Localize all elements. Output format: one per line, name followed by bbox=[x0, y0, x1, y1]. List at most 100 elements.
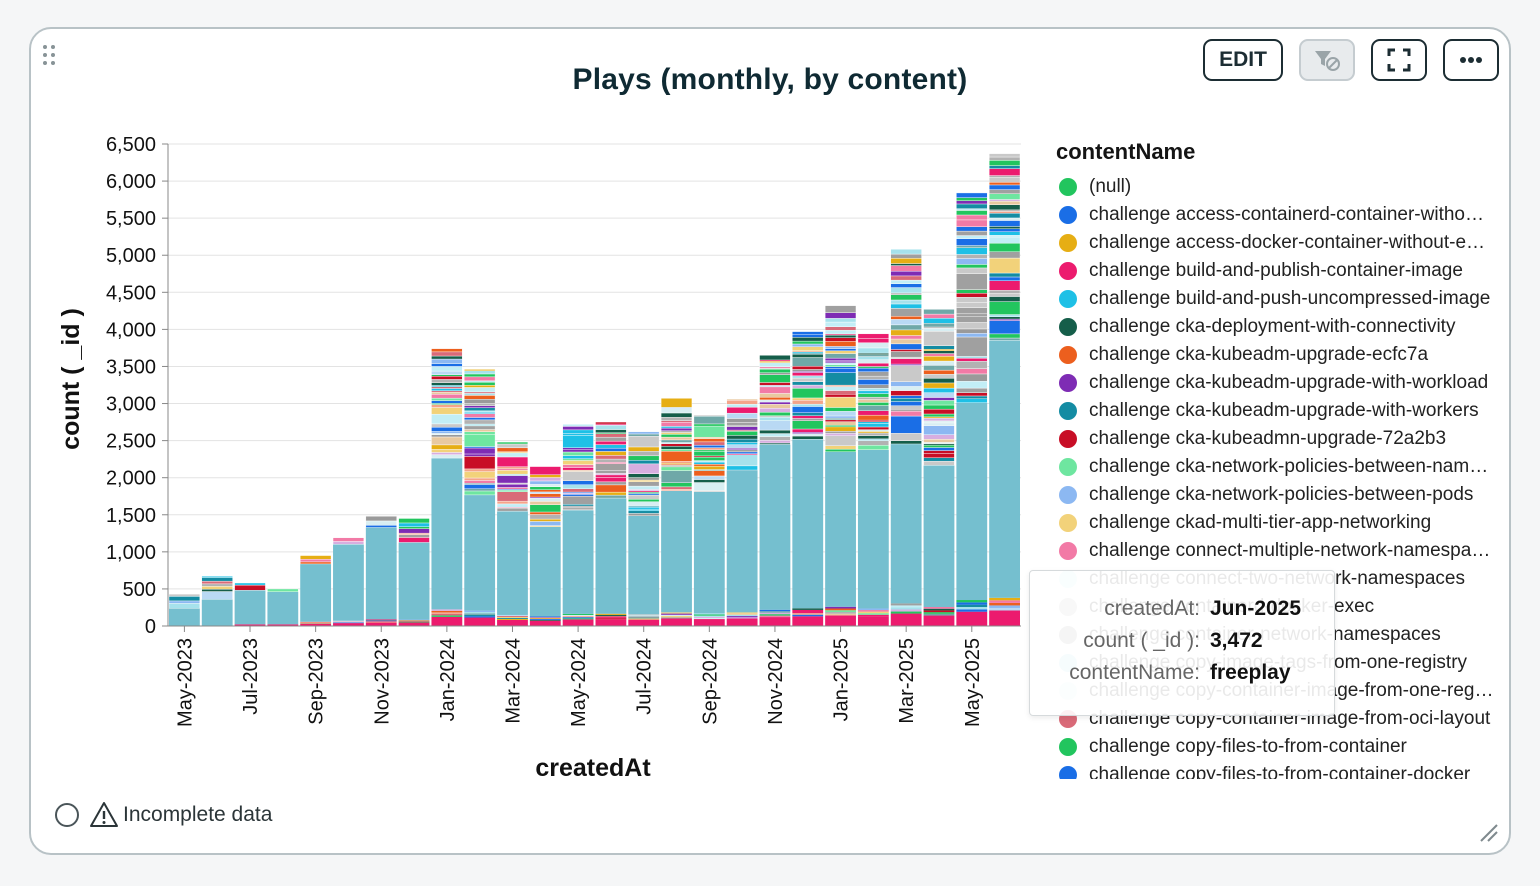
bar-segment[interactable] bbox=[759, 617, 791, 626]
bar-segment[interactable] bbox=[562, 426, 594, 431]
bar-segment[interactable] bbox=[595, 433, 627, 438]
bar-segment[interactable] bbox=[496, 441, 529, 445]
bar-segment[interactable] bbox=[398, 537, 430, 543]
bar-segment[interactable] bbox=[890, 405, 922, 410]
more-options-button[interactable] bbox=[1443, 39, 1499, 81]
bar-segment[interactable] bbox=[693, 613, 725, 615]
bar-segment[interactable] bbox=[464, 373, 496, 378]
bar-segment[interactable] bbox=[792, 415, 824, 419]
bar-segment[interactable] bbox=[431, 386, 463, 389]
bar-segment[interactable] bbox=[595, 463, 627, 471]
bar-segment[interactable] bbox=[595, 447, 627, 452]
bar-segment[interactable] bbox=[726, 426, 758, 431]
bar-segment[interactable] bbox=[923, 612, 955, 614]
bar-segment[interactable] bbox=[890, 395, 922, 399]
bar-segment[interactable] bbox=[660, 434, 693, 438]
bar-segment[interactable] bbox=[464, 399, 496, 404]
bar-segment[interactable] bbox=[693, 451, 725, 457]
bar-segment-freeplay[interactable] bbox=[890, 443, 922, 604]
bar-segment[interactable] bbox=[857, 610, 889, 612]
bar-segment[interactable] bbox=[562, 619, 594, 626]
bar-segment[interactable] bbox=[726, 431, 758, 436]
bar-segment[interactable] bbox=[857, 435, 889, 440]
bar-segment[interactable] bbox=[529, 474, 561, 478]
bar-segment[interactable] bbox=[464, 403, 496, 406]
bar-segment-freeplay[interactable] bbox=[989, 340, 1020, 598]
bar-segment[interactable] bbox=[464, 391, 496, 394]
bar-segment[interactable] bbox=[759, 436, 791, 441]
bar-segment[interactable] bbox=[529, 514, 561, 520]
bar-segment[interactable] bbox=[792, 433, 824, 437]
bar-segment[interactable] bbox=[988, 200, 1021, 205]
bar-segment[interactable] bbox=[923, 382, 955, 389]
bar-segment[interactable] bbox=[956, 219, 988, 227]
bar-segment[interactable] bbox=[792, 334, 824, 338]
bar-segment[interactable] bbox=[562, 618, 594, 620]
bar-segment[interactable] bbox=[824, 334, 857, 339]
bar-segment[interactable] bbox=[726, 398, 758, 401]
bar-segment[interactable] bbox=[923, 313, 955, 319]
bar-segment[interactable] bbox=[660, 417, 693, 421]
bar-segment[interactable] bbox=[693, 460, 725, 463]
bar-segment[interactable] bbox=[857, 399, 889, 403]
bar-segment[interactable] bbox=[890, 386, 922, 391]
bar-segment[interactable] bbox=[956, 210, 988, 216]
bar-segment[interactable] bbox=[988, 293, 1021, 297]
bar-segment[interactable] bbox=[464, 387, 496, 393]
bar-segment[interactable] bbox=[890, 270, 922, 277]
bar-segment-freeplay[interactable] bbox=[825, 451, 856, 607]
bar-stack[interactable] bbox=[365, 516, 397, 626]
bar-segment[interactable] bbox=[759, 440, 791, 444]
bar-segment[interactable] bbox=[628, 436, 660, 448]
bar-segment[interactable] bbox=[792, 346, 824, 351]
bar-stack[interactable] bbox=[595, 421, 627, 626]
bar-segment[interactable] bbox=[693, 482, 725, 491]
bar-segment[interactable] bbox=[825, 611, 856, 614]
bar-segment[interactable] bbox=[792, 418, 824, 421]
bar-segment[interactable] bbox=[431, 366, 463, 372]
bar-segment[interactable] bbox=[956, 607, 988, 610]
bar-segment[interactable] bbox=[792, 613, 824, 615]
bar-segment[interactable] bbox=[857, 362, 889, 367]
bar-segment[interactable] bbox=[956, 368, 988, 375]
bar-segment[interactable] bbox=[824, 359, 857, 363]
bar-segment[interactable] bbox=[726, 614, 758, 617]
bar-segment[interactable] bbox=[824, 445, 857, 450]
legend-item[interactable]: challenge access-docker-container-withou… bbox=[1056, 229, 1516, 257]
bar-segment[interactable] bbox=[595, 421, 627, 425]
bar-segment[interactable] bbox=[431, 351, 463, 357]
legend-item[interactable]: challenge cka-kubeadm-upgrade-ecfc7a bbox=[1056, 341, 1516, 369]
bar-segment[interactable] bbox=[529, 501, 561, 505]
bar-segment[interactable] bbox=[923, 439, 955, 443]
bar-segment[interactable] bbox=[628, 431, 660, 435]
bar-segment[interactable] bbox=[956, 328, 988, 334]
bar-segment[interactable] bbox=[792, 420, 824, 430]
bar-segment[interactable] bbox=[824, 353, 857, 359]
bar-segment[interactable] bbox=[628, 485, 660, 490]
bar-segment[interactable] bbox=[988, 204, 1021, 211]
bar-segment[interactable] bbox=[857, 396, 889, 400]
bar-segment[interactable] bbox=[693, 617, 725, 620]
bar-segment[interactable] bbox=[529, 466, 561, 475]
bar-segment[interactable] bbox=[693, 465, 725, 470]
bar-segment[interactable] bbox=[496, 456, 529, 467]
drag-handle-icon[interactable] bbox=[43, 45, 57, 67]
bar-segment[interactable] bbox=[562, 495, 594, 505]
bar-segment[interactable] bbox=[529, 620, 561, 626]
bar-segment[interactable] bbox=[956, 197, 988, 201]
bar-segment[interactable] bbox=[726, 406, 758, 414]
bar-segment[interactable] bbox=[660, 412, 693, 418]
bar-segment[interactable] bbox=[988, 301, 1021, 315]
legend-item[interactable]: (null) bbox=[1056, 173, 1516, 201]
bar-segment[interactable] bbox=[464, 393, 496, 396]
bar-segment[interactable] bbox=[398, 621, 430, 623]
bar-segment[interactable] bbox=[857, 613, 889, 615]
bar-segment[interactable] bbox=[464, 417, 496, 421]
bar-segment[interactable] bbox=[890, 283, 922, 288]
bar-segment[interactable] bbox=[923, 369, 955, 375]
bar-segment[interactable] bbox=[956, 230, 988, 236]
bar-segment[interactable] bbox=[431, 400, 463, 404]
bar-segment[interactable] bbox=[988, 280, 1021, 291]
bar-segment[interactable] bbox=[595, 451, 627, 456]
bar-segment[interactable] bbox=[792, 337, 824, 342]
